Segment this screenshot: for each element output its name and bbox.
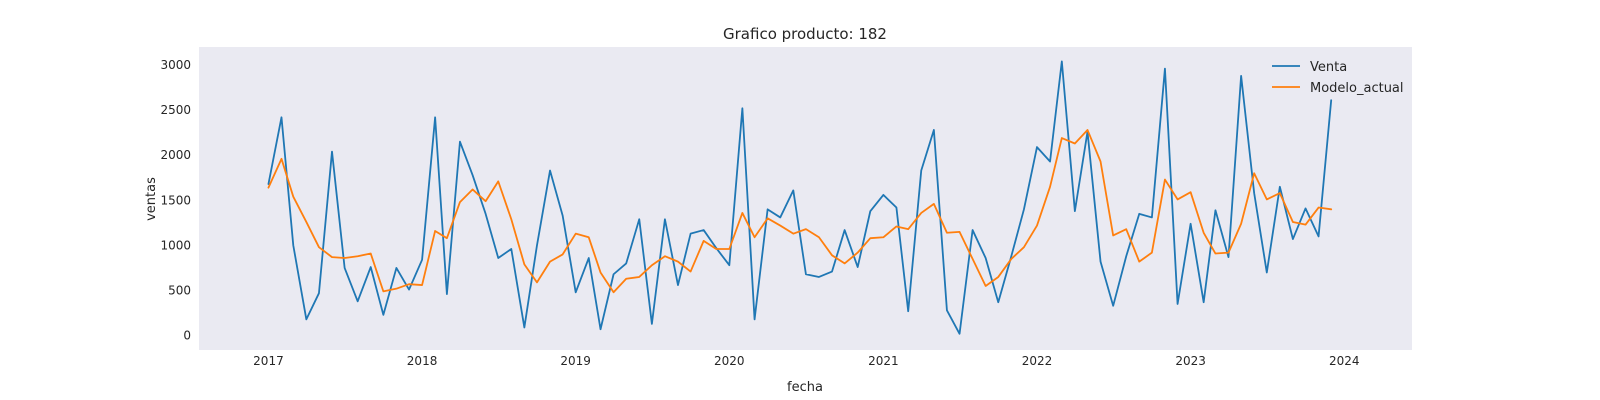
legend-label-venta: Venta xyxy=(1310,60,1347,75)
y-tick-label: 3000 xyxy=(160,58,191,72)
x-tick-label: 2023 xyxy=(1175,354,1206,368)
plot-area xyxy=(199,47,1412,350)
x-axis: 2017 2018 2019 2020 2021 2022 2023 2024 xyxy=(253,354,1359,368)
legend: Venta Modelo_actual xyxy=(1272,60,1404,96)
y-tick-label: 2000 xyxy=(160,148,191,162)
x-tick-label: 2021 xyxy=(868,354,899,368)
x-tick-label: 2019 xyxy=(560,354,591,368)
series-lines xyxy=(267,60,1333,335)
x-tick-label: 2020 xyxy=(714,354,745,368)
y-tick-label: 2500 xyxy=(160,103,191,117)
y-tick-label: 1500 xyxy=(160,193,191,207)
legend-label-modelo-actual: Modelo_actual xyxy=(1310,81,1404,96)
x-tick-label: 2018 xyxy=(407,354,438,368)
x-axis-label: fecha xyxy=(787,380,823,395)
x-tick-label: 2024 xyxy=(1329,354,1360,368)
y-tick-label: 0 xyxy=(183,329,191,343)
chart-title: Grafico producto: 182 xyxy=(723,25,887,43)
y-axis: 0 500 1000 1500 2000 2500 3000 xyxy=(160,58,191,343)
x-tick-label: 2022 xyxy=(1022,354,1053,368)
series-line-modelo-actual xyxy=(267,129,1333,294)
x-tick-label: 2017 xyxy=(253,354,284,368)
y-tick-label: 1000 xyxy=(160,238,191,252)
y-axis-label: ventas xyxy=(144,177,159,221)
y-tick-label: 500 xyxy=(168,283,191,297)
